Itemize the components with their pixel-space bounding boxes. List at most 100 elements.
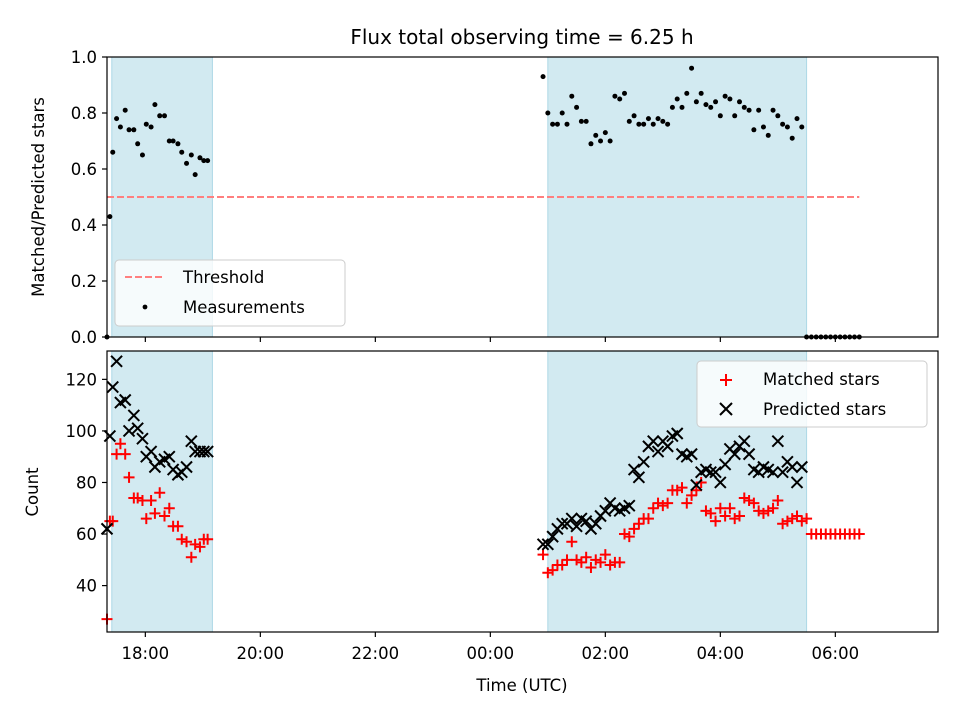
measurement-point bbox=[162, 113, 167, 119]
predicted-star-point bbox=[579, 514, 593, 528]
predicted-star-point bbox=[704, 465, 717, 479]
predicted-star-point bbox=[790, 476, 804, 489]
matched-star-point bbox=[662, 497, 674, 509]
predicted-star-point bbox=[786, 460, 799, 474]
matched-star-point bbox=[176, 533, 188, 545]
predicted-star-point bbox=[197, 445, 210, 458]
predicted-star-point bbox=[738, 435, 751, 448]
matched-star-point bbox=[123, 471, 135, 483]
predicted-star-point bbox=[546, 530, 559, 543]
y-tick-label: 40 bbox=[76, 577, 97, 596]
matched-star-point bbox=[163, 502, 175, 514]
measurement-point bbox=[588, 141, 594, 147]
count-y-axis-label: Count bbox=[23, 467, 42, 517]
predicted-star-point bbox=[627, 463, 641, 476]
measurement-point bbox=[170, 138, 176, 144]
legend-predicted-swatch bbox=[719, 402, 733, 416]
ratio-legend-box bbox=[114, 259, 346, 327]
matched-star-point bbox=[604, 559, 616, 571]
measurement-point bbox=[650, 121, 656, 127]
predicted-star-point bbox=[201, 445, 214, 458]
y-tick-label: 0.0 bbox=[71, 328, 97, 347]
matched-star-point bbox=[114, 438, 126, 450]
matched-star-point bbox=[781, 515, 793, 527]
predicted-star-point bbox=[144, 445, 158, 458]
matched-star-point bbox=[690, 484, 702, 496]
matched-star-point bbox=[700, 505, 712, 517]
matched-star-point bbox=[633, 518, 645, 530]
predicted-star-point bbox=[714, 476, 727, 489]
matched-star-point bbox=[791, 510, 803, 522]
measurement-point bbox=[135, 141, 141, 147]
matched-star-point bbox=[767, 502, 779, 514]
observing-window-1 bbox=[111, 350, 213, 633]
matched-star-point bbox=[566, 536, 578, 548]
predicted-star-point bbox=[623, 499, 636, 512]
measurement-point bbox=[679, 104, 685, 110]
measurement-point bbox=[201, 158, 207, 164]
matched-star-point bbox=[542, 567, 554, 579]
matched-star-point bbox=[614, 556, 626, 568]
measurement-point bbox=[741, 104, 747, 110]
legend-threshold-label: Threshold bbox=[182, 268, 264, 287]
matched-star-point bbox=[623, 531, 635, 543]
y-tick-label: 0.2 bbox=[71, 272, 97, 291]
y-tick-label: 0.8 bbox=[71, 104, 97, 123]
matched-star-point bbox=[743, 495, 755, 507]
measurement-point bbox=[612, 93, 618, 99]
measurement-point bbox=[175, 141, 181, 147]
matched-star-point bbox=[719, 510, 731, 522]
matched-star-point bbox=[705, 507, 717, 519]
ratio-points bbox=[104, 65, 862, 340]
predicted-star-point bbox=[599, 504, 612, 518]
predicted-star-point bbox=[106, 380, 119, 394]
matched-star-point bbox=[172, 520, 184, 532]
matched-star-point bbox=[556, 559, 568, 571]
predicted-star-point bbox=[127, 409, 141, 422]
measurement-point bbox=[114, 116, 120, 122]
predicted-star-point bbox=[771, 435, 785, 448]
matched-star-point bbox=[748, 497, 760, 509]
matched-star-point bbox=[107, 515, 119, 527]
measurement-point bbox=[636, 121, 642, 127]
measurement-point bbox=[188, 152, 194, 158]
matched-star-point bbox=[710, 515, 722, 527]
count-y-ticks: 40 60 80 100 120 bbox=[66, 370, 107, 596]
count-x-ticks: 18:00 20:00 22:00 00:00 02:00 04:00 06:00 bbox=[122, 632, 859, 663]
matched-star-point bbox=[149, 507, 161, 519]
ratio-legend: Threshold Measurements bbox=[114, 259, 346, 327]
measurement-point bbox=[727, 96, 733, 102]
matched-star-point bbox=[547, 564, 559, 576]
measurement-point bbox=[703, 102, 709, 108]
matched-star-point bbox=[777, 518, 789, 530]
predicted-star-point bbox=[795, 460, 808, 474]
predicted-star-point bbox=[589, 517, 602, 530]
measurement-point bbox=[655, 116, 661, 122]
measurement-point bbox=[645, 116, 651, 122]
ratio-panel: Flux total observing time = 6.25 h 0.00.… bbox=[29, 25, 939, 347]
measurement-point bbox=[205, 158, 211, 164]
x-tick-label: 22:00 bbox=[352, 644, 400, 663]
measurement-point bbox=[540, 74, 546, 80]
measurement-point bbox=[107, 214, 113, 220]
predicted-star-point bbox=[766, 465, 780, 479]
measurement-point bbox=[713, 99, 719, 105]
measurement-point bbox=[660, 118, 666, 124]
predicted-star-point bbox=[180, 460, 193, 474]
ratio-x-ticks bbox=[144, 337, 836, 342]
measurement-point bbox=[626, 118, 632, 124]
predicted-star-point bbox=[685, 447, 698, 461]
legend-measurements-label: Measurements bbox=[183, 298, 305, 317]
predicted-star-point bbox=[565, 512, 578, 525]
measurement-point bbox=[583, 118, 589, 124]
matched-star-point bbox=[714, 502, 726, 514]
y-tick-label: 0.4 bbox=[71, 216, 97, 235]
predicted-star-point bbox=[718, 458, 732, 471]
measurement-point bbox=[197, 155, 203, 161]
measurement-point bbox=[799, 124, 805, 130]
y-tick-label: 60 bbox=[76, 525, 97, 544]
y-tick-label: 0.6 bbox=[71, 160, 97, 179]
measurement-point bbox=[593, 132, 599, 138]
predicted-star-point bbox=[728, 447, 741, 461]
